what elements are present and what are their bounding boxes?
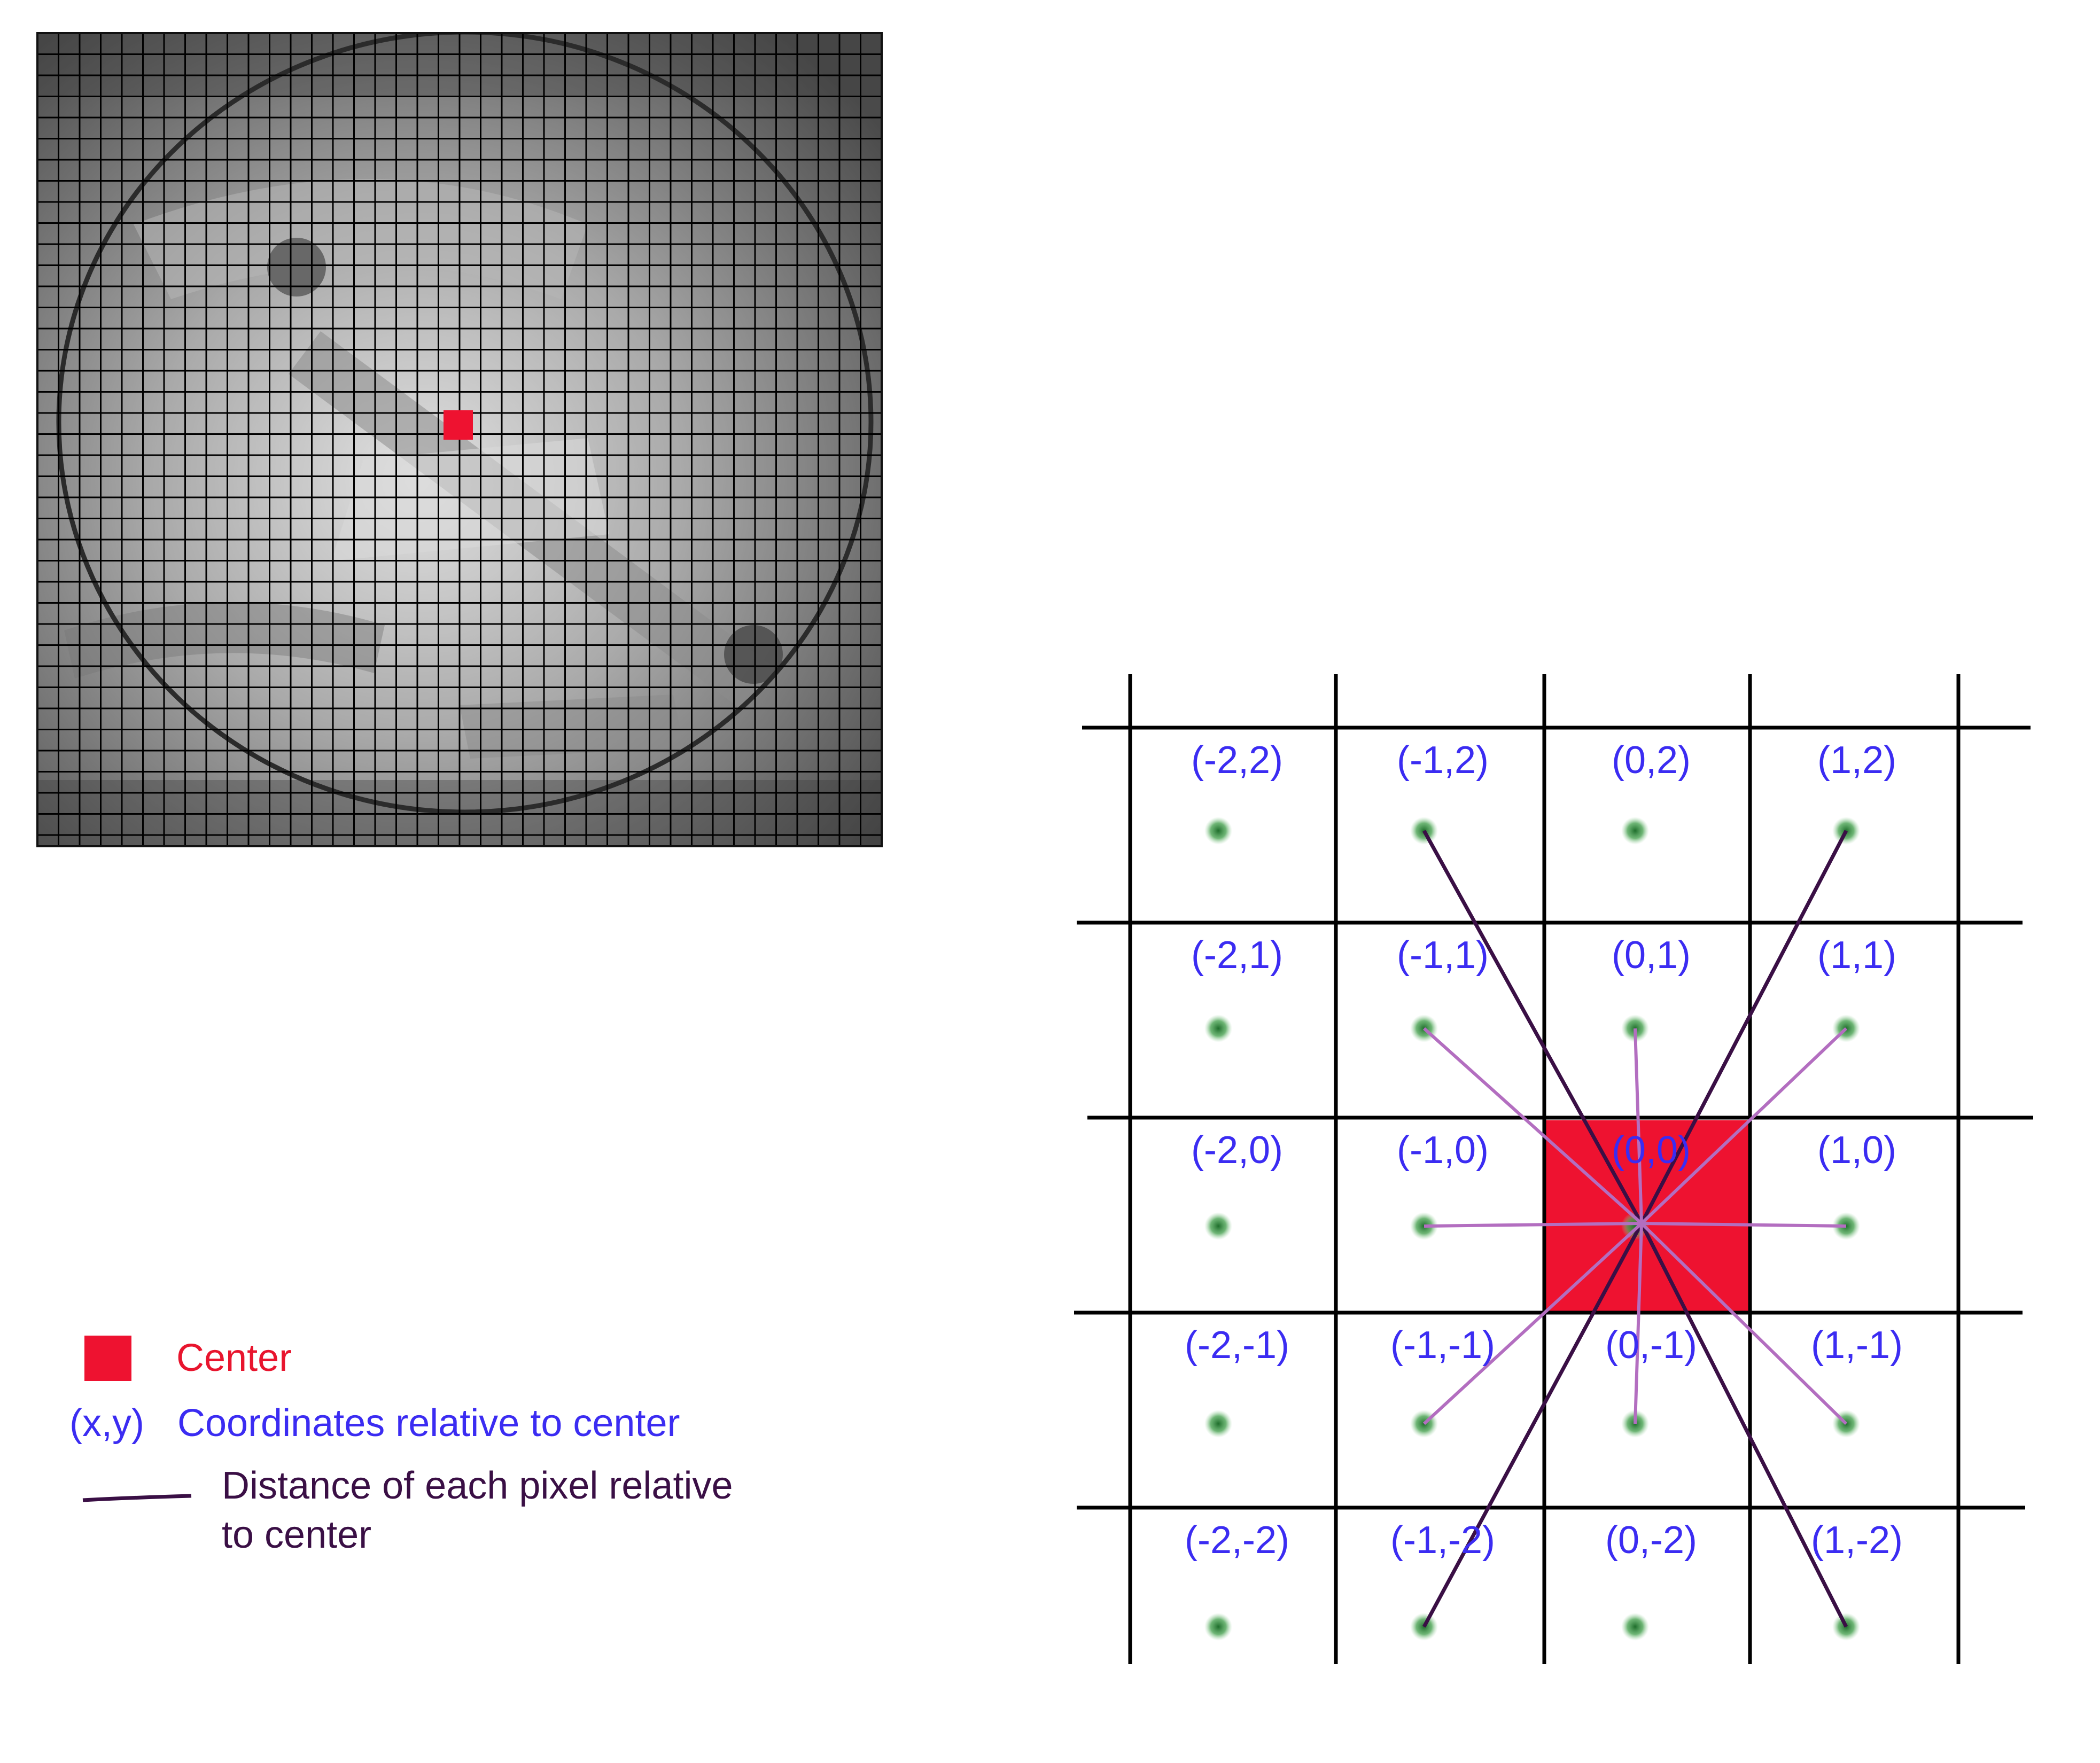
legend: Center (x,y) Coordinates relative to cen… bbox=[69, 1336, 733, 1556]
cell-coordinate-label: (-2,-2) bbox=[1185, 1519, 1289, 1562]
cell-coordinate-label: (-1,0) bbox=[1397, 1129, 1489, 1172]
distance-line bbox=[1422, 830, 1644, 1224]
cell-coordinate-label: (1,-2) bbox=[1811, 1519, 1903, 1562]
pixel-dot bbox=[1204, 1613, 1232, 1641]
pixel-dot bbox=[1204, 1212, 1232, 1240]
distance-line bbox=[1634, 1028, 1643, 1224]
cell-coordinate-label: (-1,-1) bbox=[1390, 1324, 1495, 1367]
cell-coordinate-label: (-2,1) bbox=[1191, 934, 1283, 977]
pixel-dot bbox=[1621, 817, 1649, 845]
legend-center-swatch bbox=[84, 1336, 131, 1381]
legend-coords-prefix: (x,y) bbox=[69, 1402, 144, 1445]
distance-line bbox=[1634, 1223, 1643, 1424]
cell-coordinate-label: (1,0) bbox=[1817, 1129, 1896, 1172]
cell-coordinate-label: (-1,2) bbox=[1397, 739, 1489, 782]
cell-coordinate-label: (0,-2) bbox=[1605, 1519, 1697, 1562]
cell-coordinate-label: (0,2) bbox=[1612, 739, 1691, 782]
distance-line bbox=[1639, 830, 1848, 1224]
cell-coordinate-label: (0,1) bbox=[1612, 934, 1691, 977]
cell-coordinate-label: (0,0) bbox=[1612, 1129, 1691, 1172]
center-pixel bbox=[444, 410, 473, 440]
cell-coordinate-label: (1,1) bbox=[1817, 934, 1896, 977]
distance-line bbox=[1422, 1222, 1644, 1628]
distance-line bbox=[1422, 1027, 1643, 1225]
cell-coordinate-label: (-2,0) bbox=[1191, 1129, 1283, 1172]
legend-distance-line bbox=[82, 1494, 192, 1502]
cell-coordinate-label: (-1,1) bbox=[1397, 934, 1489, 977]
legend-center-label: Center bbox=[176, 1337, 292, 1379]
cell-coordinate-label: (1,2) bbox=[1817, 739, 1896, 782]
distance-line bbox=[1640, 1222, 1848, 1425]
pixel-dot bbox=[1204, 817, 1232, 845]
cell-coordinate-label: (-2,-1) bbox=[1185, 1324, 1289, 1367]
grid-lines bbox=[1074, 674, 2033, 1664]
distance-line bbox=[1424, 1222, 1642, 1228]
pixel-dot bbox=[1204, 1015, 1232, 1042]
legend-coords-label: Coordinates relative to center bbox=[177, 1402, 680, 1445]
cell-coordinate-label: (-1,-2) bbox=[1390, 1519, 1495, 1562]
cell-coordinate-label: (1,-1) bbox=[1811, 1324, 1903, 1367]
distance-lines bbox=[1422, 830, 1848, 1628]
distance-line bbox=[1640, 1027, 1848, 1225]
pixel-center-dots bbox=[1204, 817, 1860, 1641]
image-grid bbox=[37, 33, 882, 846]
cell-coordinate-label: (0,-1) bbox=[1605, 1324, 1697, 1367]
xray-image bbox=[37, 33, 882, 846]
cell-labels: (-2,2) (-1,2) (0,2) (1,2) (-2,1) (-1,1) (0,1) (… bbox=[1185, 739, 1903, 1562]
xray-image-panel bbox=[36, 32, 883, 847]
legend-distance-label-line2: to center bbox=[222, 1514, 371, 1556]
legend-distance-label-line1: Distance of each pixel relative bbox=[222, 1464, 733, 1507]
distance-line bbox=[1641, 1222, 1847, 1228]
cell-coordinate-label: (-2,2) bbox=[1191, 739, 1283, 782]
pixel-dot bbox=[1621, 1613, 1649, 1641]
pixel-dot bbox=[1204, 1410, 1232, 1438]
coordinate-grid-diagram: (-2,2) (-1,2) (0,2) (1,2) (-2,1) (-1,1) (0,1) (… bbox=[1074, 674, 2033, 1664]
distance-line bbox=[1422, 1222, 1643, 1425]
distance-line bbox=[1639, 1222, 1848, 1628]
